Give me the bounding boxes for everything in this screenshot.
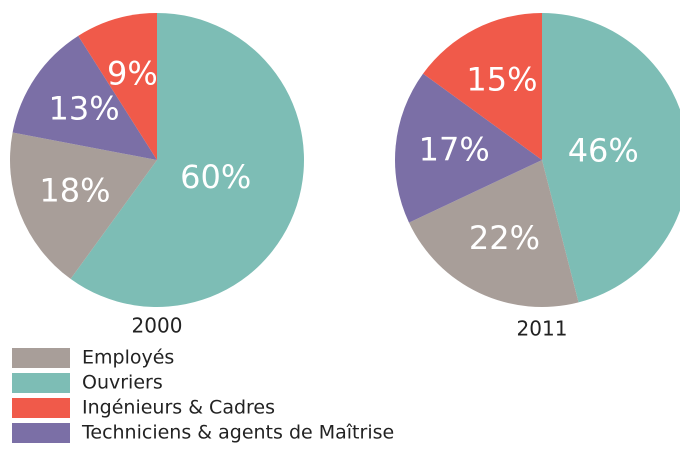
pie-slice bbox=[423, 13, 542, 160]
legend-swatch bbox=[12, 423, 70, 443]
slice-label: 46% bbox=[568, 131, 639, 169]
slice-label: 18% bbox=[39, 171, 110, 209]
legend-swatch bbox=[12, 348, 70, 368]
slice-label: 17% bbox=[419, 131, 490, 169]
pie-title: 2011 bbox=[517, 317, 568, 341]
legend-label: Ouvriers bbox=[82, 372, 163, 394]
pie-slice bbox=[78, 13, 157, 160]
pie-title: 2000 bbox=[132, 314, 183, 338]
slice-label: 15% bbox=[466, 60, 537, 98]
pie-slice bbox=[70, 13, 304, 307]
legend-label: Employés bbox=[82, 347, 174, 369]
pie-slice bbox=[394, 73, 542, 223]
legend-swatch bbox=[12, 373, 70, 393]
pie-slice bbox=[408, 160, 579, 307]
slice-label: 13% bbox=[48, 89, 119, 127]
slice-label: 9% bbox=[107, 54, 158, 92]
legend-swatch bbox=[12, 398, 70, 418]
legend-label: Techniciens & agents de Maîtrise bbox=[81, 422, 394, 444]
pie-slice bbox=[542, 13, 680, 303]
legend-label: Ingénieurs & Cadres bbox=[82, 397, 275, 419]
slice-label: 60% bbox=[180, 158, 251, 196]
slice-label: 22% bbox=[469, 219, 540, 257]
pie-slice bbox=[10, 132, 158, 279]
pie-slice bbox=[12, 35, 157, 160]
